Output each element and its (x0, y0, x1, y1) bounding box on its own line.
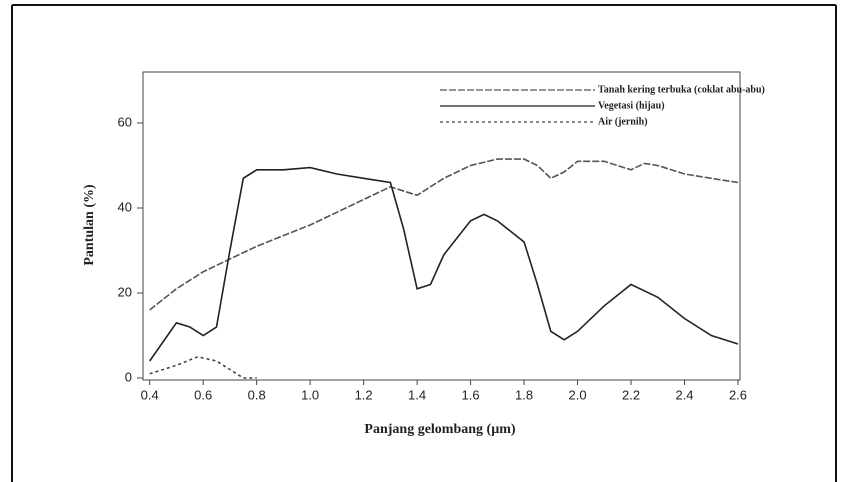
plot-frame (143, 72, 740, 380)
series-line (150, 357, 257, 378)
legend-label: Air (jernih) (598, 116, 648, 127)
x-tick-label: 2.0 (569, 387, 587, 402)
x-tick-label: 0.6 (194, 387, 212, 402)
x-tick-label: 1.4 (408, 387, 426, 402)
series-line (150, 159, 738, 310)
legend-label: Vegetasi (hijau) (598, 100, 665, 111)
y-axis-label: Pantulan (%) (82, 184, 97, 266)
y-tick-label: 60 (118, 114, 132, 129)
page: Panjang gelombang (µm) Pantulan (%) 0.4 0… (0, 0, 841, 482)
x-tick-label: 0.8 (248, 387, 266, 402)
y-tick-label: 20 (118, 284, 132, 299)
x-tick-label: 1.6 (462, 387, 480, 402)
series-line (150, 168, 738, 361)
x-tick-label: 1.2 (355, 387, 373, 402)
x-tick-label: 2.4 (675, 387, 693, 402)
legend-label: Tanah kering terbuka (coklat abu-abu) (598, 84, 765, 95)
x-tick-label: 2.2 (622, 387, 640, 402)
x-tick-label: 2.6 (729, 387, 747, 402)
y-tick-label: 0 (125, 369, 132, 384)
x-tick-label: 0.4 (141, 387, 159, 402)
x-axis-label: Panjang gelombang (µm) (364, 422, 516, 437)
chart: Panjang gelombang (µm) Pantulan (%) 0.4 0… (0, 0, 841, 482)
x-tick-label: 1.0 (301, 387, 319, 402)
x-tick-label: 1.8 (515, 387, 533, 402)
y-tick-label: 40 (118, 199, 132, 214)
